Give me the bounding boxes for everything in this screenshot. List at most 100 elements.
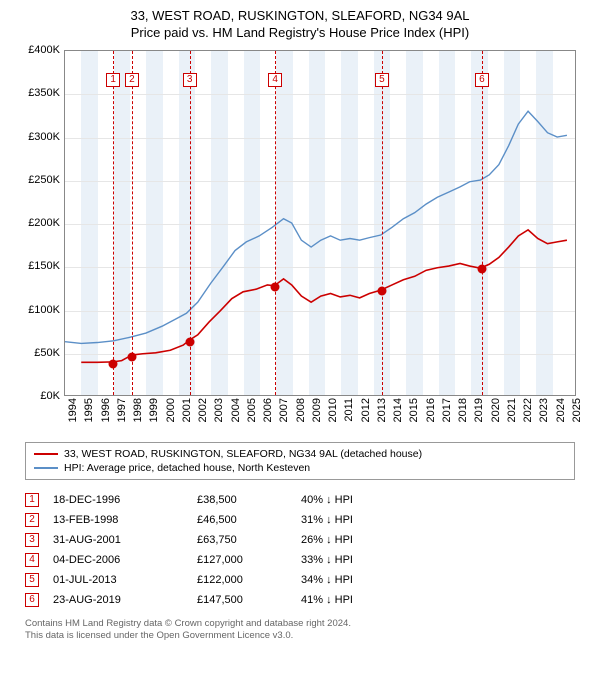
event-row-index: 1 xyxy=(25,493,39,507)
legend-row-red: 33, WEST ROAD, RUSKINGTON, SLEAFORD, NG3… xyxy=(34,447,566,461)
x-tick-label: 2004 xyxy=(230,398,242,422)
event-marker-label: 1 xyxy=(106,73,120,87)
event-row-date: 23-AUG-2019 xyxy=(53,594,183,606)
x-tick-label: 2003 xyxy=(213,398,225,422)
x-tick-label: 2023 xyxy=(538,398,550,422)
event-line xyxy=(275,51,276,395)
x-tick-label: 1996 xyxy=(100,398,112,422)
x-tick-label: 2020 xyxy=(490,398,502,422)
y-tick-label: £250K xyxy=(28,174,60,186)
x-tick-label: 2013 xyxy=(376,398,388,422)
x-tick-label: 1999 xyxy=(148,398,160,422)
event-row-index: 4 xyxy=(25,553,39,567)
series-svg xyxy=(65,51,575,395)
x-tick-label: 2008 xyxy=(295,398,307,422)
event-row-date: 04-DEC-2006 xyxy=(53,554,183,566)
plot-area: 12 3 4 5 6 xyxy=(64,50,576,396)
event-row: 118-DEC-1996£38,50040% ↓ HPI xyxy=(25,490,575,510)
x-tick-label: 2024 xyxy=(555,398,567,422)
y-axis: £0K£50K£100K£150K£200K£250K£300K£350K£40… xyxy=(20,50,64,396)
event-row-diff: 41% ↓ HPI xyxy=(301,594,575,606)
title-block: 33, WEST ROAD, RUSKINGTON, SLEAFORD, NG3… xyxy=(10,8,590,40)
y-tick-label: £50K xyxy=(34,347,60,359)
event-line xyxy=(132,51,133,395)
event-row-price: £63,750 xyxy=(197,534,287,546)
x-tick-label: 2011 xyxy=(343,398,355,422)
event-row-date: 13-FEB-1998 xyxy=(53,514,183,526)
x-axis: 1994199519961997199819992000200120022003… xyxy=(64,398,576,436)
footer-line1: Contains HM Land Registry data © Crown c… xyxy=(25,618,575,630)
event-marker-label: 2 xyxy=(125,73,139,87)
x-tick-label: 2007 xyxy=(278,398,290,422)
event-row: 4 04-DEC-2006 £127,000 33% ↓ HPI xyxy=(25,550,575,570)
x-tick-label: 2012 xyxy=(360,398,372,422)
title-address: 33, WEST ROAD, RUSKINGTON, SLEAFORD, NG3… xyxy=(10,8,590,23)
event-row-diff: 26% ↓ HPI xyxy=(301,534,575,546)
event-line xyxy=(113,51,114,395)
footer-line2: This data is licensed under the Open Gov… xyxy=(25,630,575,642)
event-row-price: £147,500 xyxy=(197,594,287,606)
event-marker-label: 4 xyxy=(268,73,282,87)
x-tick-label: 1995 xyxy=(83,398,95,422)
x-tick-label: 2001 xyxy=(181,398,193,422)
legend-swatch-red xyxy=(34,453,58,455)
legend: 33, WEST ROAD, RUSKINGTON, SLEAFORD, NG3… xyxy=(25,442,575,480)
x-tick-label: 2022 xyxy=(522,398,534,422)
y-tick-label: £150K xyxy=(28,260,60,272)
event-dot xyxy=(377,287,386,296)
x-tick-label: 2016 xyxy=(425,398,437,422)
event-dot xyxy=(185,337,194,346)
event-row-price: £127,000 xyxy=(197,554,287,566)
event-row: 6 23-AUG-2019 £147,500 41% ↓ HPI xyxy=(25,590,575,610)
event-row-diff: 40% ↓ HPI xyxy=(301,494,575,506)
footer: Contains HM Land Registry data © Crown c… xyxy=(25,618,575,643)
x-tick-label: 2002 xyxy=(197,398,209,422)
x-tick-label: 2010 xyxy=(327,398,339,422)
event-row-index: 6 xyxy=(25,593,39,607)
event-row: 2 13-FEB-1998 £46,500 31% ↓ HPI xyxy=(25,510,575,530)
event-row-price: £46,500 xyxy=(197,514,287,526)
event-marker-label: 6 xyxy=(475,73,489,87)
y-tick-label: £400K xyxy=(28,44,60,56)
event-dot xyxy=(271,283,280,292)
legend-row-blue: HPI: Average price, detached house, Nort… xyxy=(34,461,566,475)
event-marker-label: 5 xyxy=(375,73,389,87)
x-tick-label: 2017 xyxy=(441,398,453,422)
event-line xyxy=(482,51,483,395)
x-tick-label: 2021 xyxy=(506,398,518,422)
event-row-diff: 34% ↓ HPI xyxy=(301,574,575,586)
event-line xyxy=(382,51,383,395)
event-row-diff: 33% ↓ HPI xyxy=(301,554,575,566)
y-tick-label: £300K xyxy=(28,131,60,143)
x-tick-label: 2025 xyxy=(571,398,583,422)
x-tick-label: 1998 xyxy=(132,398,144,422)
event-row-price: £122,000 xyxy=(197,574,287,586)
x-tick-label: 2014 xyxy=(392,398,404,422)
x-tick-label: 2005 xyxy=(246,398,258,422)
event-row-date: 18-DEC-1996 xyxy=(53,494,183,506)
event-row-index: 2 xyxy=(25,513,39,527)
event-row-index: 5 xyxy=(25,573,39,587)
y-tick-label: £100K xyxy=(28,304,60,316)
legend-label-blue: HPI: Average price, detached house, Nort… xyxy=(64,462,310,474)
y-tick-label: £200K xyxy=(28,217,60,229)
events-table: 118-DEC-1996£38,50040% ↓ HPI213-FEB-1998… xyxy=(25,490,575,610)
x-tick-label: 2015 xyxy=(408,398,420,422)
event-dot xyxy=(127,352,136,361)
x-tick-label: 2000 xyxy=(165,398,177,422)
event-row-diff: 31% ↓ HPI xyxy=(301,514,575,526)
event-row: 5 01-JUL-2013 £122,000 34% ↓ HPI xyxy=(25,570,575,590)
event-marker-label: 3 xyxy=(183,73,197,87)
chart: £0K£50K£100K£150K£200K£250K£300K£350K£40… xyxy=(20,46,580,436)
event-dot xyxy=(477,265,486,274)
title-subtitle: Price paid vs. HM Land Registry's House … xyxy=(10,25,590,40)
series-line-hpi xyxy=(65,111,567,343)
figure-container: 33, WEST ROAD, RUSKINGTON, SLEAFORD, NG3… xyxy=(0,0,600,680)
series-line-property xyxy=(81,230,567,362)
legend-label-red: 33, WEST ROAD, RUSKINGTON, SLEAFORD, NG3… xyxy=(64,448,422,460)
x-tick-label: 2009 xyxy=(311,398,323,422)
y-tick-label: £0K xyxy=(40,390,60,402)
legend-swatch-blue xyxy=(34,467,58,469)
x-tick-label: 1994 xyxy=(67,398,79,422)
event-row-date: 01-JUL-2013 xyxy=(53,574,183,586)
